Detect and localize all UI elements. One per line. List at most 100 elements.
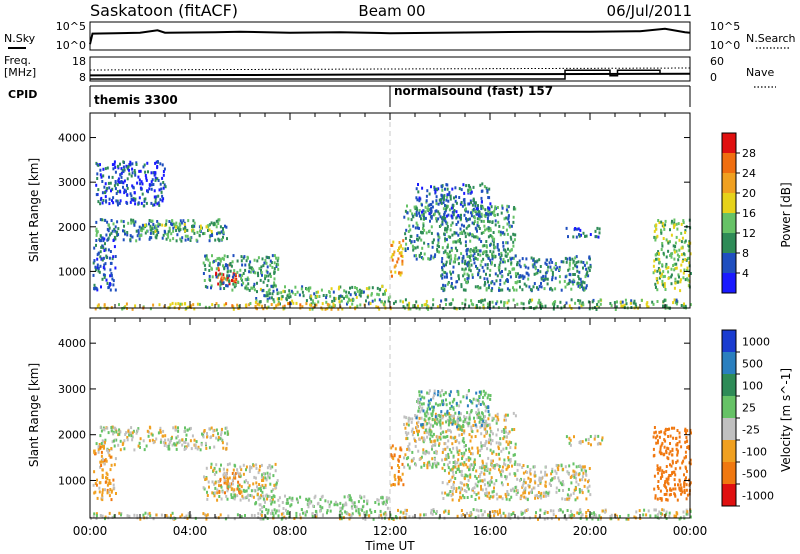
heatmap-cell xyxy=(104,218,107,222)
heatmap-cell xyxy=(456,461,459,465)
station-title: Saskatoon (fitACF) xyxy=(90,1,238,20)
heatmap-cell xyxy=(106,186,109,190)
heatmap-cell xyxy=(252,495,255,499)
heatmap-cell xyxy=(671,252,674,256)
heatmap-cell xyxy=(487,219,489,223)
heatmap-cell xyxy=(244,263,247,267)
heatmap-cell xyxy=(95,287,98,290)
heatmap-cell xyxy=(428,460,431,464)
heatmap-cell xyxy=(220,431,223,435)
heatmap-cell xyxy=(432,256,435,260)
heatmap-cell xyxy=(145,178,148,182)
heatmap-cell xyxy=(182,219,185,223)
heatmap-cell xyxy=(458,404,461,408)
heatmap-cell xyxy=(206,432,208,435)
heatmap-cell xyxy=(208,305,211,309)
heatmap-cell xyxy=(689,303,692,307)
heatmap-cell xyxy=(492,231,495,234)
heatmap-cell xyxy=(260,463,263,467)
heatmap-cell xyxy=(128,514,131,518)
heatmap-cell xyxy=(216,275,219,279)
heatmap-cell xyxy=(545,258,548,262)
heatmap-cell xyxy=(450,246,453,250)
heatmap-cell xyxy=(401,255,404,258)
heatmap-cell xyxy=(242,472,245,476)
heatmap-cell xyxy=(224,264,227,268)
heatmap-cell xyxy=(491,464,494,467)
heatmap-cell xyxy=(441,389,444,393)
heatmap-cell xyxy=(450,404,453,408)
heatmap-cell xyxy=(463,278,466,282)
heatmap-cell xyxy=(244,514,246,517)
heatmap-cell xyxy=(496,415,499,419)
heatmap-cell xyxy=(409,417,411,421)
heatmap-cell xyxy=(416,234,419,238)
heatmap-cell xyxy=(455,216,458,220)
heatmap-cell xyxy=(411,433,414,437)
heatmap-cell xyxy=(398,477,400,481)
heatmap-cell xyxy=(432,396,435,400)
heatmap-cell xyxy=(116,201,119,205)
heatmap-cell xyxy=(673,223,676,227)
heatmap-cell xyxy=(103,249,106,252)
heatmap-cell xyxy=(102,239,105,243)
heatmap-cell xyxy=(250,466,253,469)
heatmap-cell xyxy=(572,273,575,276)
heatmap-cell xyxy=(451,442,454,446)
heatmap-cell xyxy=(437,420,440,424)
heatmap-cell xyxy=(431,405,434,409)
heatmap-cell xyxy=(101,180,104,183)
heatmap-cell xyxy=(458,239,461,243)
heatmap-cell xyxy=(483,283,486,287)
heatmap-cell xyxy=(682,221,685,225)
heatmap-cell xyxy=(504,413,507,417)
heatmap-cell xyxy=(263,505,266,509)
heatmap-cell xyxy=(491,432,494,436)
heatmap-cell xyxy=(426,466,429,470)
heatmap-cell xyxy=(217,263,220,267)
heatmap-cell xyxy=(305,287,308,291)
heatmap-cell xyxy=(491,490,494,494)
heatmap-cell xyxy=(363,495,366,499)
heatmap-cell xyxy=(685,483,688,487)
heatmap-cell xyxy=(595,235,598,239)
heatmap-cell xyxy=(272,289,275,293)
heatmap-cell xyxy=(403,456,405,460)
heatmap-cell xyxy=(255,481,258,485)
heatmap-cell xyxy=(271,465,274,469)
heatmap-cell xyxy=(258,487,261,491)
heatmap-cell xyxy=(537,495,540,499)
heatmap-cell xyxy=(169,238,172,242)
heatmap-cell xyxy=(446,245,449,249)
heatmap-cell xyxy=(505,418,507,422)
heatmap-cell xyxy=(263,472,266,476)
heatmap-cell xyxy=(451,467,454,471)
heatmap-cell xyxy=(279,302,281,306)
heatmap-cell xyxy=(570,287,573,291)
heatmap-cell xyxy=(576,269,579,273)
heatmap-cell xyxy=(460,514,463,518)
heatmap-cell xyxy=(327,500,330,504)
heatmap-cell xyxy=(418,404,421,408)
heatmap-cell xyxy=(131,431,134,435)
heatmap-cell xyxy=(505,477,508,481)
heatmap-cell xyxy=(194,446,197,450)
heatmap-cell xyxy=(183,430,186,433)
heatmap-cell xyxy=(609,302,612,305)
heatmap-cell xyxy=(489,394,492,397)
heatmap-cell xyxy=(261,473,264,477)
heatmap-cell xyxy=(140,201,143,205)
heatmap-cell xyxy=(587,480,589,484)
heatmap-cell xyxy=(463,483,466,487)
heatmap-cell xyxy=(161,199,164,203)
heatmap-cell xyxy=(444,271,447,275)
heatmap-cell xyxy=(498,465,501,468)
heatmap-cell xyxy=(442,285,445,289)
heatmap-cell xyxy=(573,514,576,517)
heatmap-cell xyxy=(662,251,665,255)
heatmap-cell xyxy=(660,228,662,232)
heatmap-cell xyxy=(332,302,335,306)
heatmap-cell xyxy=(468,449,471,453)
heatmap-cell xyxy=(150,219,153,223)
heatmap-cell xyxy=(548,482,551,486)
